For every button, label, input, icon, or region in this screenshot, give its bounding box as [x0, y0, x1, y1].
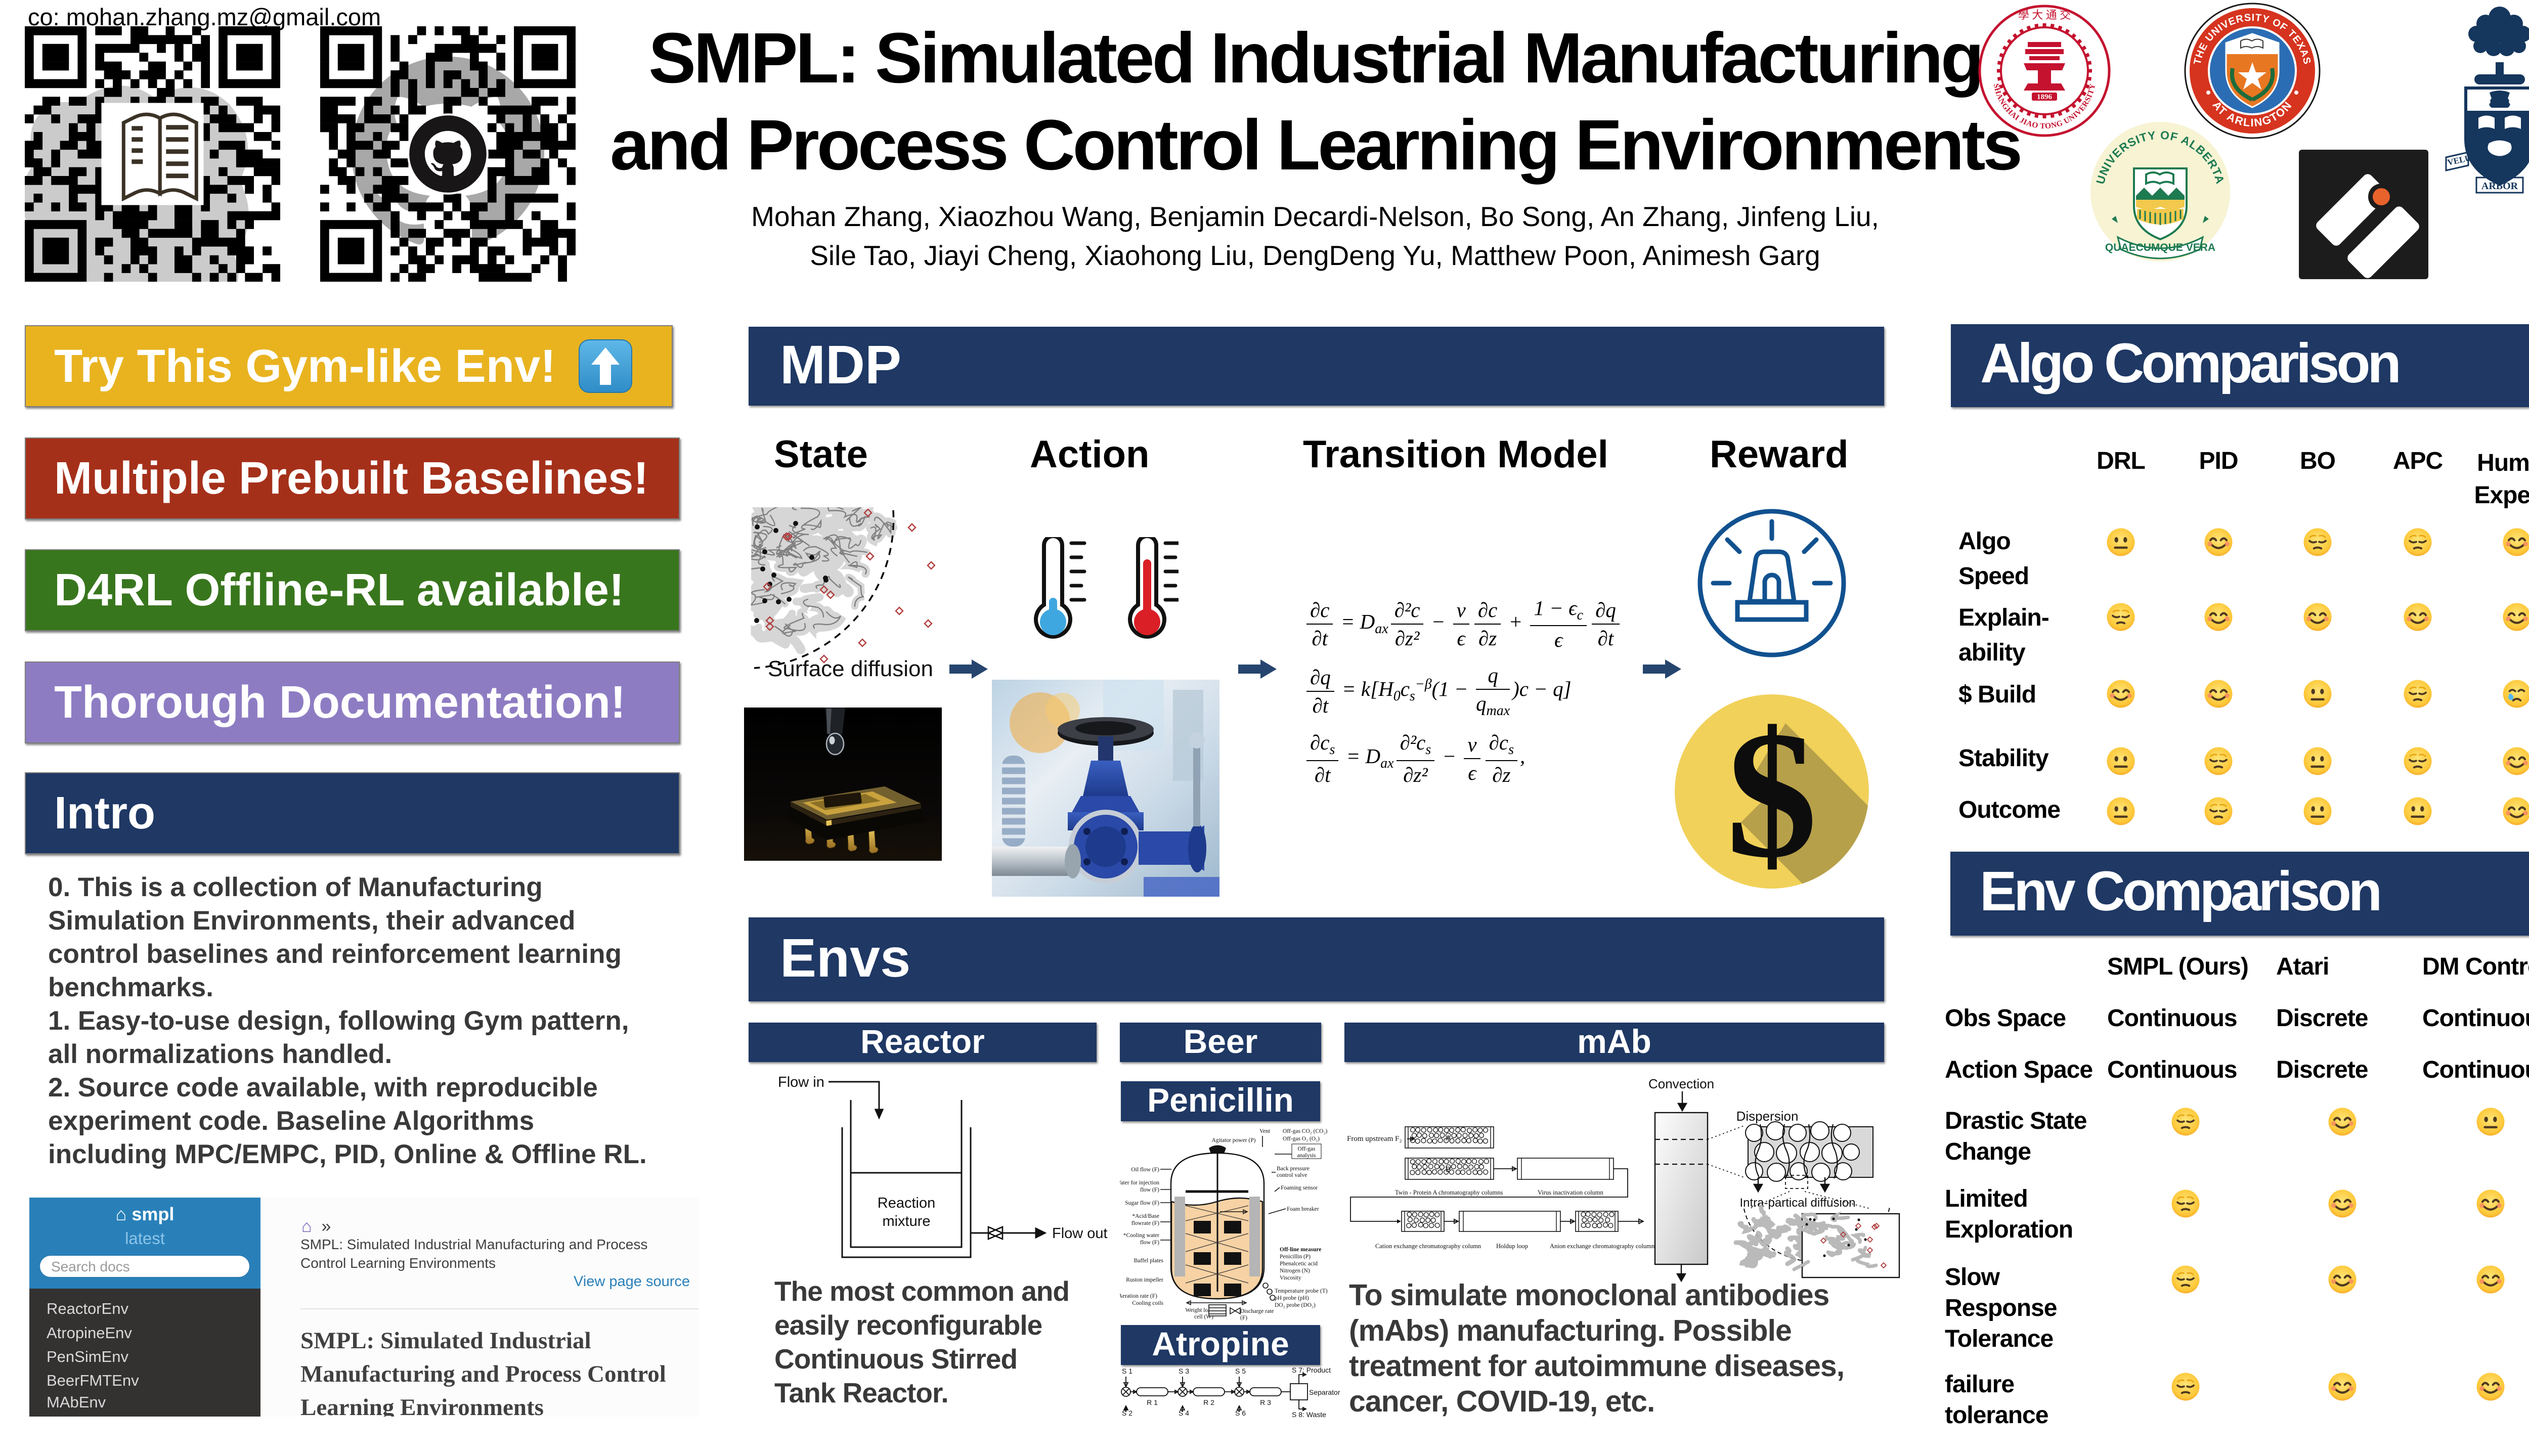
- svg-text:Aeration rate (F): Aeration rate (F): [1120, 1293, 1157, 1299]
- svg-text:1896: 1896: [2037, 93, 2053, 101]
- svg-text:Reaction: Reaction: [878, 1195, 935, 1211]
- svg-text:Nitrogen (N): Nitrogen (N): [1280, 1268, 1310, 1274]
- svg-text:S 1: S 1: [1122, 1367, 1132, 1375]
- svg-text:S 2: S 2: [1122, 1409, 1132, 1417]
- svg-text:Intra-partical diffusion: Intra-partical diffusion: [1739, 1196, 1855, 1210]
- svg-text:Separator: Separator: [1309, 1388, 1340, 1396]
- svg-text:From upstream F₂: From upstream F₂: [1347, 1135, 1402, 1143]
- svg-text:Viscosity: Viscosity: [1280, 1275, 1301, 1281]
- svg-text:Foam breaker: Foam breaker: [1287, 1206, 1319, 1212]
- svg-text:Agitator power (P): Agitator power (P): [1212, 1137, 1256, 1143]
- svg-text:S 8: Waste: S 8: Waste: [1292, 1410, 1326, 1419]
- svg-text:Anion exchange chromatography: Anion exchange chromatography column: [1550, 1243, 1655, 1250]
- svg-text:Off-gas: Off-gas: [1298, 1146, 1316, 1152]
- svg-text:Off-gas CO₂ (CO₂): Off-gas CO₂ (CO₂): [1283, 1128, 1327, 1134]
- svg-text:ARBOR: ARBOR: [2481, 181, 2518, 192]
- svg-text:pH probe (pH): pH probe (pH): [1275, 1295, 1309, 1301]
- svg-text:Cooling coils: Cooling coils: [1132, 1300, 1163, 1306]
- svg-text:analysis: analysis: [1297, 1153, 1316, 1159]
- svg-text:Virus inactivation column: Virus inactivation column: [1538, 1189, 1604, 1196]
- svg-text:mixture: mixture: [882, 1213, 930, 1229]
- svg-text:*Acid/Base: *Acid/Base: [1132, 1213, 1159, 1219]
- svg-text:A: A: [1446, 1134, 1451, 1142]
- svg-text:Flow in: Flow in: [778, 1074, 824, 1090]
- svg-text:R 2: R 2: [1203, 1398, 1214, 1406]
- svg-text:Surface diffusion: Surface diffusion: [768, 656, 933, 681]
- svg-text:Vent: Vent: [1259, 1128, 1271, 1134]
- svg-text:*Cooling water: *Cooling water: [1123, 1232, 1159, 1239]
- svg-text:S 3: S 3: [1179, 1367, 1189, 1375]
- svg-text:R 1: R 1: [1147, 1398, 1158, 1406]
- svg-text:Convection: Convection: [1648, 1076, 1714, 1091]
- svg-text:Weight load: Weight load: [1185, 1307, 1213, 1313]
- svg-text:Discharge rate: Discharge rate: [1240, 1308, 1274, 1314]
- svg-text:學 大 通 交: 學 大 通 交: [2018, 9, 2071, 21]
- svg-text:Ruston impeller: Ruston impeller: [1126, 1277, 1163, 1283]
- svg-text:flowrate (F): flowrate (F): [1131, 1220, 1159, 1226]
- svg-text:QUAECUMQUE VERA: QUAECUMQUE VERA: [2105, 242, 2215, 253]
- svg-text:Baffel plates: Baffel plates: [1134, 1258, 1164, 1264]
- svg-text:control valve: control valve: [1277, 1172, 1307, 1178]
- svg-text:S 7: Product: S 7: Product: [1292, 1366, 1331, 1374]
- svg-text:(F): (F): [1240, 1315, 1247, 1321]
- svg-text:Holdup loop: Holdup loop: [1496, 1243, 1528, 1250]
- svg-text:S 6: S 6: [1235, 1409, 1246, 1417]
- svg-text:Cation exchange chromatography: Cation exchange chromatography column: [1375, 1243, 1481, 1250]
- svg-text:Back pressure: Back pressure: [1277, 1166, 1310, 1172]
- svg-text:B: B: [1446, 1165, 1451, 1174]
- svg-text:Flow out: Flow out: [1052, 1225, 1108, 1242]
- svg-text:R 3: R 3: [1260, 1398, 1271, 1406]
- svg-text:flow (F): flow (F): [1140, 1240, 1159, 1246]
- svg-text:Penicillin (P): Penicillin (P): [1280, 1254, 1311, 1260]
- svg-text:S 5: S 5: [1235, 1367, 1246, 1375]
- svg-text:Foaming sensor: Foaming sensor: [1281, 1185, 1318, 1191]
- svg-text:flow (F): flow (F): [1140, 1187, 1159, 1193]
- svg-text:Off-line measure: Off-line measure: [1280, 1247, 1322, 1253]
- svg-text:Water for injection: Water for injection: [1120, 1180, 1159, 1186]
- svg-text:S 4: S 4: [1179, 1409, 1189, 1417]
- svg-text:Oil flow (F): Oil flow (F): [1131, 1167, 1159, 1173]
- svg-text:Dispersion: Dispersion: [1736, 1109, 1799, 1124]
- svg-text:Off-gas O₂ (O₂): Off-gas O₂ (O₂): [1283, 1136, 1320, 1142]
- svg-text:Twin - Protein A chromatograph: Twin - Protein A chromatography columns: [1395, 1189, 1503, 1196]
- svg-text:$: $: [1726, 693, 1817, 890]
- svg-text:Temperature probe (T): Temperature probe (T): [1275, 1288, 1328, 1294]
- svg-text:Sugar flow (F): Sugar flow (F): [1125, 1200, 1159, 1206]
- svg-text:Phenalcetic acid: Phenalcetic acid: [1280, 1261, 1318, 1267]
- svg-text:DO₂ probe (DO₂): DO₂ probe (DO₂): [1275, 1302, 1316, 1308]
